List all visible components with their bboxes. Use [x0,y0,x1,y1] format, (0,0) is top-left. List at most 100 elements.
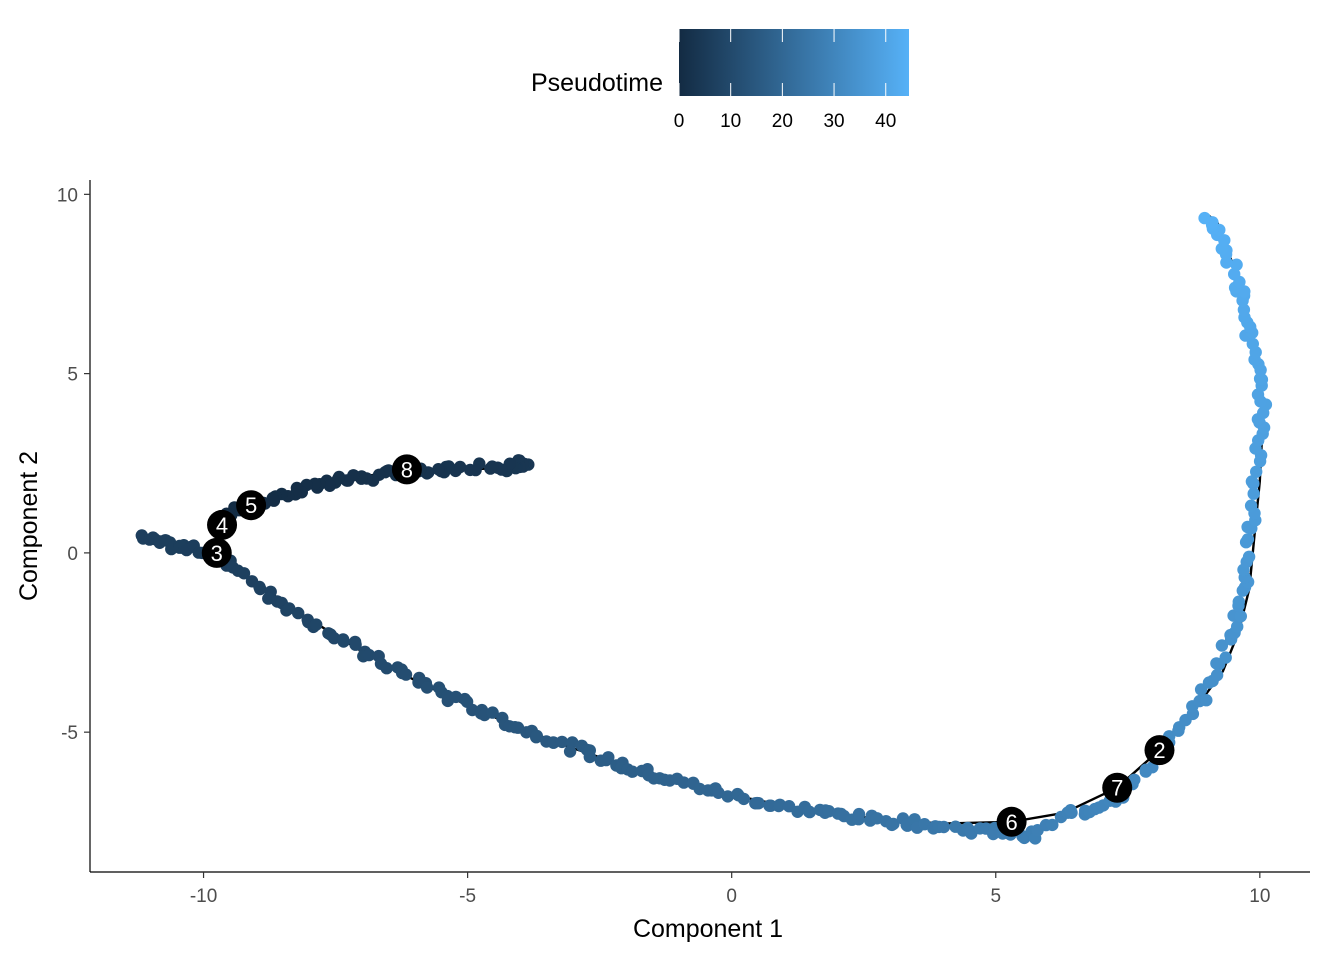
x-tick-label: 5 [990,886,1001,907]
cell-point [1246,337,1260,351]
trajectory-main-arc [215,212,1264,825]
colorbar-tick-label: 40 [875,111,896,132]
cell-point [937,820,950,834]
cell-point [1210,657,1223,670]
x-tick-label: 0 [726,886,737,907]
cell-point [763,799,776,812]
colorbar-tick-label: 30 [823,111,844,132]
colorbar-tick-label: 10 [720,111,741,132]
branch-node: 7 [1102,772,1133,803]
x-axis-title: Component 1 [633,915,783,943]
branch-node-marker [201,537,232,568]
cell-point [1219,651,1232,664]
cell-points [135,211,1273,845]
cell-point [292,606,305,620]
cell-point [1046,818,1059,832]
legend-title: Pseudotime [531,69,663,97]
cell-point [1247,487,1260,500]
branch-node-marker [391,454,422,485]
cell-point [310,618,323,631]
y-tick-label: 10 [57,185,78,206]
x-tick-label: 10 [1249,886,1270,907]
cell-point [987,827,1000,841]
cell-point [337,635,350,648]
y-tick-label: -5 [61,723,78,744]
cell-point [1198,211,1211,225]
cell-point [1231,620,1244,633]
cell-point [773,798,787,811]
cell-point [712,786,725,799]
branch-node: 2 [1144,735,1175,766]
cell-point [1242,550,1256,563]
cell-point [349,638,362,651]
cell-point [677,776,690,789]
cell-point [1244,499,1258,512]
cell-point [362,648,376,662]
cell-point [420,681,434,694]
branch-node-label: 5 [245,493,257,518]
axes: -10 -5 0 5 10 -5 0 5 10 Component 1 Component 2 [15,180,1310,943]
x-axis-ticks: -10 -5 0 5 10 [190,872,1270,907]
branch-node: 5 [236,490,267,521]
colorbar [679,29,909,96]
cell-point [563,745,577,758]
cell-point [1200,694,1213,707]
cell-point [1237,303,1251,316]
branch-node: 3 [201,537,232,568]
cell-point [399,668,413,681]
pseudotime-legend: Pseudotime 0 10 20 30 40 [531,29,909,132]
cell-point [464,463,477,477]
branch-node: 6 [996,806,1027,837]
colorbar-ticks: 0 10 20 30 40 [674,29,896,132]
cell-point [1234,610,1248,623]
trajectory-lines [144,212,1264,825]
cell-point [583,750,596,764]
colorbar-tick-label: 0 [674,111,685,132]
y-tick-label: 0 [67,544,78,565]
cell-point [323,479,336,492]
cell-point [237,567,251,580]
branch-node-marker [996,806,1027,837]
x-tick-label: -5 [459,886,476,907]
cell-point [484,462,497,475]
branch-node-marker [1144,735,1175,766]
branch-node-label: 8 [401,457,413,482]
x-tick-label: -10 [190,886,217,907]
branch-nodes: 3 45 8 6 7 2 [201,454,1175,837]
branch-node-label: 6 [1005,810,1017,835]
cell-point [752,797,765,810]
branch-node-label: 3 [211,541,223,566]
cell-point [1250,465,1263,478]
colorbar-tick-label: 20 [772,111,793,132]
cell-point [1210,668,1224,682]
cell-point [1215,639,1229,652]
branch-node-label: 2 [1153,738,1165,763]
cell-point [802,805,816,818]
cell-point [721,790,734,803]
cell-point [1230,258,1243,271]
cell-point [852,807,866,821]
branch-node: 4 [207,509,238,540]
branch-node-marker [236,490,267,521]
y-tick-label: 5 [67,365,78,386]
cell-point [380,662,393,675]
cell-point [1202,676,1216,689]
cell-point [1232,595,1246,608]
y-axis-title: Component 2 [15,451,43,601]
cell-point [1228,267,1241,281]
branch-node-label: 4 [216,513,228,538]
cell-point [1245,475,1259,488]
y-axis-ticks: -5 0 5 10 [57,185,90,744]
cell-point [530,729,543,743]
cell-point [1241,533,1255,546]
cell-point [432,463,445,476]
cell-point [254,582,267,596]
cell-point [1064,804,1077,817]
branch-node-marker [1102,772,1133,803]
cell-point [602,751,615,764]
cell-point [737,792,750,806]
cell-point [495,463,508,476]
cell-point [555,735,569,749]
branch-node: 8 [391,454,422,485]
